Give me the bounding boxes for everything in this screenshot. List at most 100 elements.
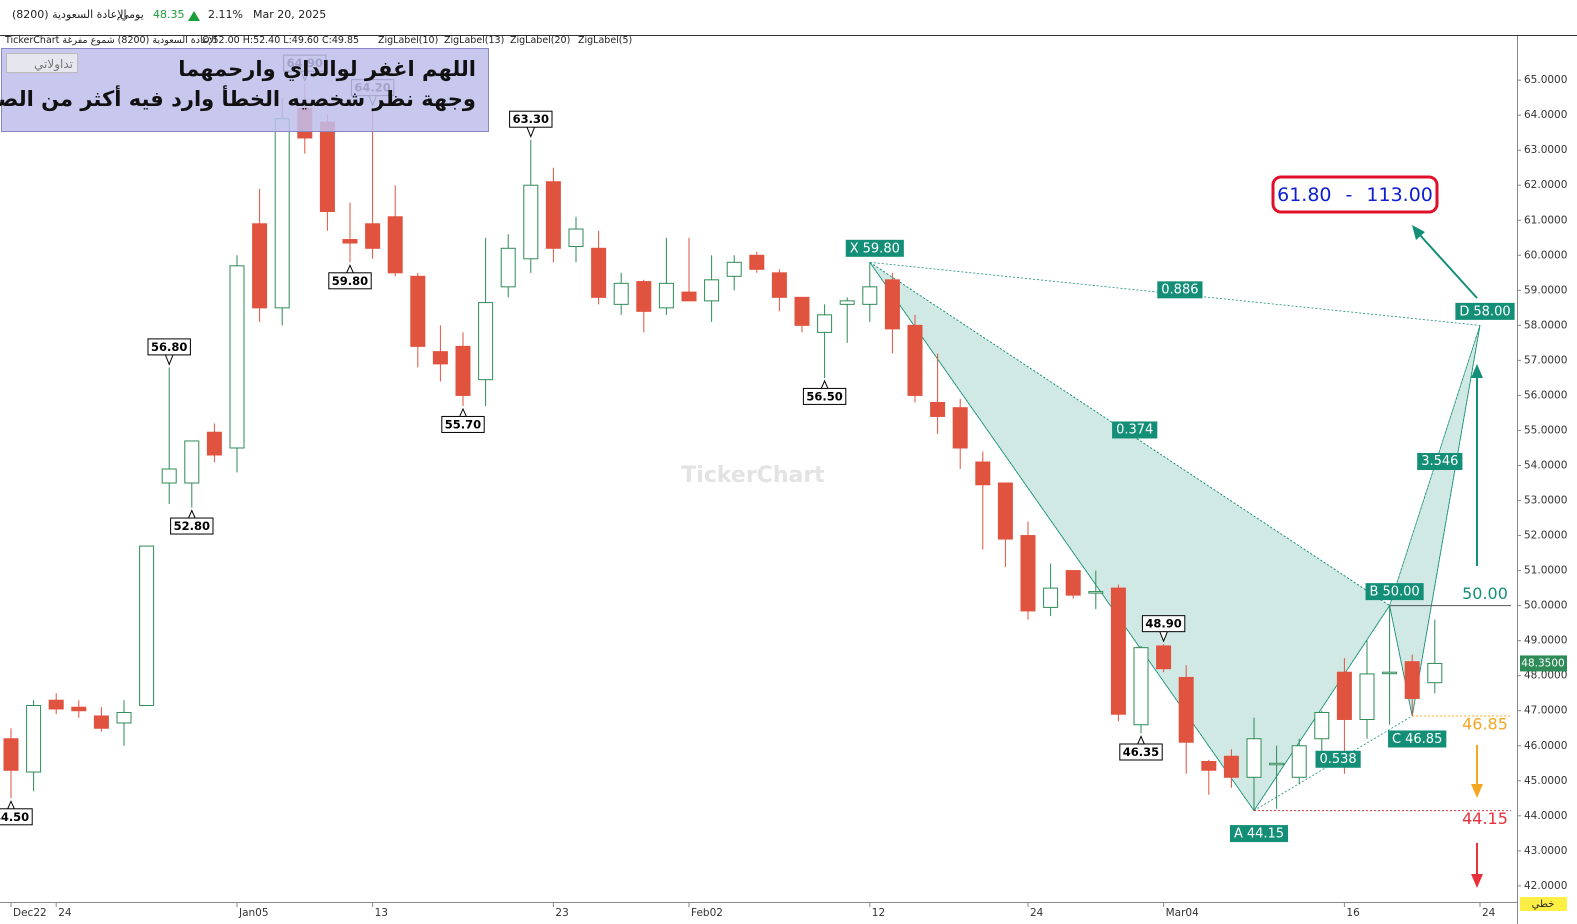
y-tick-label: 56.0000: [1524, 389, 1567, 401]
harmonic-ratio-line: [1389, 325, 1481, 606]
candle-body: [1156, 645, 1172, 670]
candle-body: [116, 711, 132, 724]
candle-body: [1043, 587, 1059, 608]
source: TickerChart الإعادة السعودية (8200) شموع…: [5, 35, 217, 46]
candle-body: [704, 279, 720, 302]
y-tick-label: 53.0000: [1524, 495, 1567, 507]
zig-label: 59.80: [332, 274, 368, 288]
indicator: ZigLabel(20): [510, 35, 571, 46]
date: Mar 20, 2025: [253, 8, 327, 21]
price: 48.35: [153, 8, 185, 21]
candle-body: [1088, 591, 1104, 594]
candle-body: [1201, 761, 1217, 771]
harmonic-point-name: D: [1459, 304, 1469, 319]
period: يومي: [120, 8, 144, 21]
harmonic-ratio-box: [1157, 281, 1203, 299]
candle-body: [342, 239, 358, 244]
candle-body: [771, 272, 787, 298]
indicator: ZigLabel(5): [578, 35, 633, 46]
harmonic-point-label: C 46.85: [1392, 731, 1442, 746]
header-bg: [0, 0, 1577, 36]
y-tick-label: 63.0000: [1524, 144, 1567, 156]
candle-body: [545, 181, 561, 249]
zig-label-box: [147, 338, 191, 356]
candle-body: [26, 704, 42, 773]
note-button[interactable]: تداولاتي: [6, 53, 78, 73]
zig-label-box: [509, 110, 553, 128]
candle-body: [930, 401, 946, 417]
candle-body: [1223, 755, 1239, 778]
harmonic-ratio: 3.546: [1421, 454, 1458, 469]
candle-body: [500, 247, 516, 288]
zig-label-box: [1141, 615, 1186, 633]
candle-body: [48, 699, 64, 710]
zig-pointer: [526, 126, 536, 139]
zig-label-box: [441, 415, 485, 433]
zig-label-box: [802, 387, 847, 405]
indicator: ZigLabel(10): [378, 35, 439, 46]
x-tick-label: Feb02: [691, 907, 723, 919]
candle-body: [455, 345, 471, 396]
candle-body: [1291, 745, 1307, 778]
harmonic-ratio: 0.538: [1319, 752, 1356, 767]
change: 2.11%: [208, 8, 243, 21]
note-line: وجهة نظر شخصيه الخطأ وارد فيه أكثر من ال…: [0, 87, 476, 111]
candle-body: [952, 407, 968, 449]
candle-body: [365, 223, 381, 249]
x-tick-label: 12: [872, 907, 885, 919]
y-tick-label: 62.0000: [1524, 179, 1567, 191]
x-tick-label: 24: [1030, 907, 1044, 919]
harmonic-area: [869, 261, 1391, 812]
candle-body: [1427, 662, 1443, 684]
candle-body: [636, 281, 652, 312]
candle-body: [1110, 587, 1126, 715]
y-tick-label: 50.0000: [1524, 600, 1567, 612]
target-separator: -: [1346, 184, 1353, 206]
harmonic-point-label: B 50.00: [1370, 584, 1420, 599]
zig-label-box: [0, 808, 33, 826]
y-tick-label: 48.0000: [1524, 670, 1567, 682]
candle-body: [3, 738, 19, 771]
target-high: 113.00: [1366, 184, 1432, 206]
zig-label-box: [170, 517, 214, 535]
candle-body: [997, 482, 1013, 540]
zig-label: 52.80: [174, 519, 210, 533]
zig-label: 44.50: [0, 810, 29, 824]
last-price-label: 48.3500: [1521, 657, 1564, 669]
last-price-box: [1520, 655, 1567, 672]
zig-pointer: [164, 353, 174, 366]
candle-body: [184, 440, 200, 484]
harmonic-point-name: C: [1392, 731, 1401, 746]
y-tick-label: 43.0000: [1524, 845, 1567, 857]
candle-body: [252, 223, 268, 309]
candle-body: [1269, 762, 1285, 766]
candle-body: [907, 324, 923, 396]
harmonic-point-value: 46.85: [1405, 731, 1442, 746]
candle-body: [71, 706, 87, 712]
y-tick-label: 59.0000: [1524, 284, 1567, 296]
y-tick-label: 45.0000: [1524, 775, 1567, 787]
zig-label: 56.50: [806, 389, 842, 403]
candle-body: [1133, 647, 1149, 726]
candle-body: [1314, 711, 1330, 740]
harmonic-point-label: D 58.00: [1459, 304, 1510, 319]
zig-label: 46.35: [1123, 745, 1159, 759]
harmonic-ratio-box: [1315, 750, 1361, 768]
harmonic-ratio: 0.374: [1116, 422, 1153, 437]
candle-body: [1065, 570, 1081, 596]
target-low: 61.80: [1277, 184, 1331, 206]
harmonic-ratio-box: [1417, 452, 1463, 470]
indicator: ZigLabel(13): [444, 35, 505, 46]
level-label: 50.00: [1462, 584, 1508, 603]
harmonic-point-value: 50.00: [1382, 584, 1419, 599]
harmonic-point-name: X: [850, 241, 859, 256]
y-tick-label: 55.0000: [1524, 424, 1567, 436]
candle-body: [139, 545, 155, 706]
candle-body: [1246, 738, 1262, 778]
harmonic-ratio: 0.886: [1161, 282, 1198, 297]
y-tick-label: 46.0000: [1524, 740, 1567, 752]
candle-body: [161, 468, 177, 484]
x-tick-label: Jan05: [238, 907, 269, 919]
candle-body: [613, 282, 629, 305]
